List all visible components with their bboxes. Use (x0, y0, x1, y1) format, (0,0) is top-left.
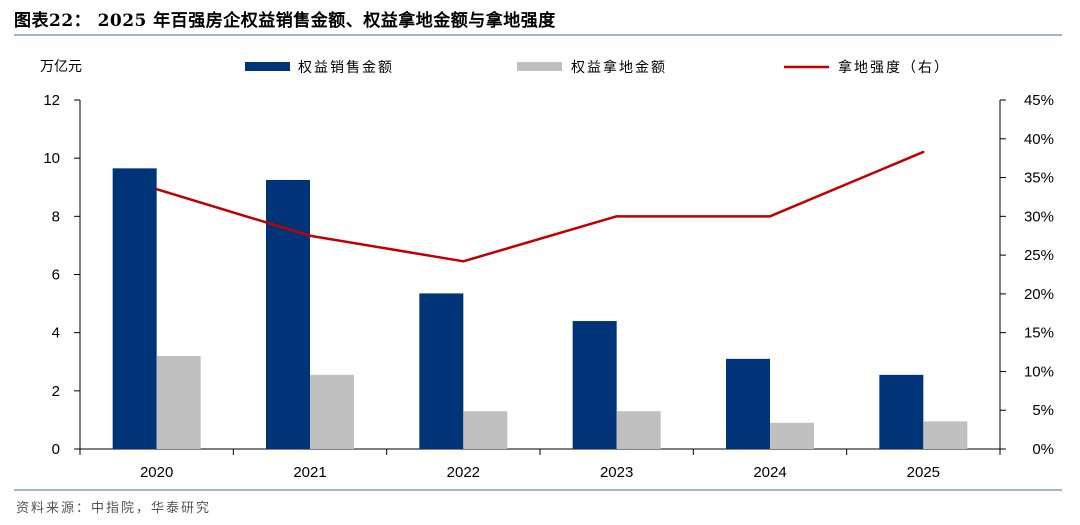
line-series (155, 150, 925, 263)
land-intensity-point (922, 150, 925, 154)
y-right-tick-label: 45% (1024, 92, 1054, 109)
legend-label-equity-sales: 权益销售金额 (298, 59, 394, 75)
y-right-tick-label: 10% (1024, 363, 1054, 380)
x-tick-label: 2020 (140, 464, 173, 481)
x-tick-label: 2021 (293, 464, 326, 481)
y-right-tick-label: 40% (1024, 131, 1054, 148)
x-tick-label: 2023 (600, 464, 633, 481)
y-left-tick-label: 8 (52, 208, 60, 225)
land-intensity-point (462, 260, 465, 263)
legend-label-equity-land: 权益拿地金额 (571, 59, 667, 75)
y-right-tick-label: 25% (1024, 247, 1054, 264)
y-right-tick-label: 0% (1032, 441, 1054, 458)
land-intensity-point (308, 234, 312, 237)
y-left-tick-label: 10 (43, 150, 60, 167)
legend: 权益销售金额 权益拿地金额 拿地强度（右） (245, 59, 950, 75)
title-divider (14, 34, 1062, 36)
x-tick-label: 2022 (447, 464, 480, 481)
x-tick-label: 2024 (753, 464, 786, 481)
footer-divider (14, 489, 1062, 491)
y-right-tick-label: 5% (1032, 402, 1054, 419)
y-right-tick-label: 30% (1024, 208, 1054, 225)
x-tick-label: 2025 (907, 464, 940, 481)
y-left-axis-label: 万亿元 (40, 58, 82, 74)
y-left-tick-label: 4 (52, 325, 60, 342)
chart-canvas: 万亿元 权益销售金额 权益拿地金额 拿地强度（右） 0 2 4 6 8 10 12 0% 5% 1… (40, 58, 1054, 481)
bar-equity-land (770, 422, 814, 449)
bar-equity-land (156, 355, 201, 449)
y-left-tick-label: 12 (43, 92, 60, 109)
y-right-tick-label: 15% (1024, 325, 1054, 342)
land-intensity-point (155, 187, 158, 191)
legend-swatch-equity-land (517, 62, 562, 71)
bar-equity-sales (419, 293, 464, 449)
legend-label-land-intensity: 拿地强度（右） (838, 59, 950, 75)
land-intensity-line (156, 150, 924, 263)
bar-equity-land (463, 411, 508, 449)
bar-equity-sales (266, 179, 310, 449)
axes: 0 2 4 6 8 10 12 0% 5% 10% 15% 20% 25% 30% 35% 40% 45% 202… (43, 92, 1054, 481)
y-right-tick-label: 35% (1024, 170, 1054, 187)
figure-title: 图表22： 2025 年百强房企权益销售金额、权益拿地金额与拿地强度 (14, 11, 556, 31)
bar-equity-sales (879, 374, 924, 449)
y-left-tick-label: 0 (52, 441, 60, 458)
source-note: 资料来源：中指院，华泰研究 (16, 501, 212, 516)
bar-equity-land (310, 374, 354, 449)
bar-equity-land (923, 421, 968, 449)
y-left-tick-label: 6 (52, 267, 60, 284)
bar-equity-sales (726, 358, 770, 449)
y-left-tick-label: 2 (52, 383, 60, 400)
land-intensity-point (768, 215, 772, 218)
bars (112, 168, 968, 450)
bar-equity-sales (572, 321, 617, 449)
land-intensity-point (615, 215, 618, 218)
legend-swatch-equity-sales (245, 62, 290, 71)
bar-equity-sales (112, 168, 157, 450)
y-right-tick-label: 20% (1024, 286, 1054, 303)
bar-equity-land (616, 411, 661, 449)
